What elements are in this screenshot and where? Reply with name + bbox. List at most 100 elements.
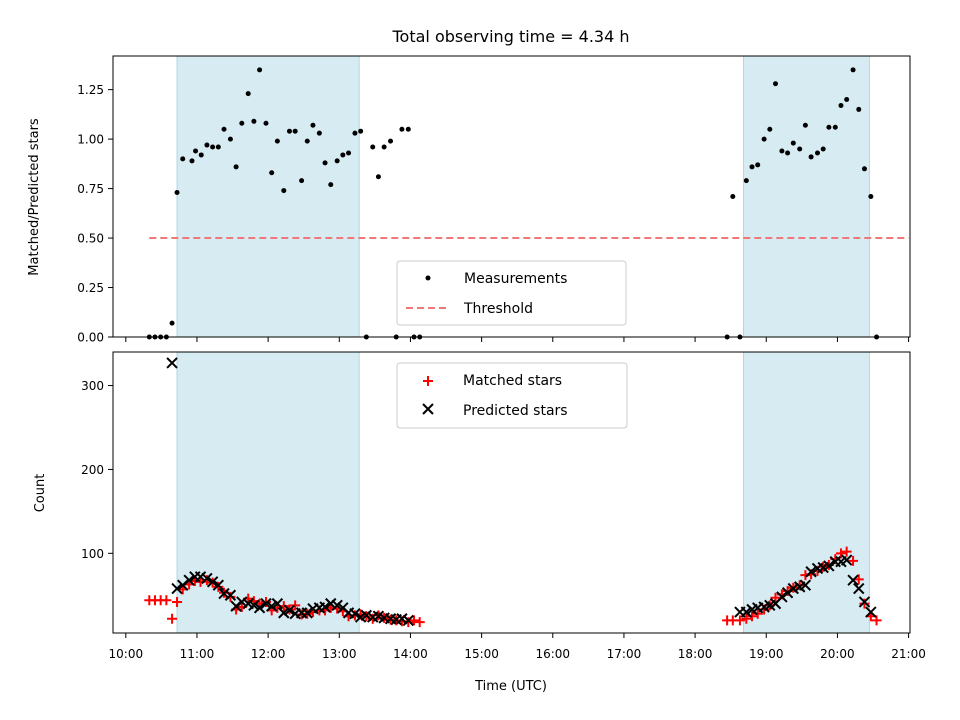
observing-interval [743,56,870,337]
measurement-point [785,150,791,156]
measurement-point [221,126,227,132]
measurement-point [269,170,275,176]
predicted-star-point [847,574,859,586]
predicted-star-point [248,599,260,612]
measurement-point [868,194,874,199]
matched-star-point [167,613,178,624]
measurement-point [861,166,867,172]
measurement-point [310,122,316,128]
matched-star-point [871,615,882,626]
matched-star-point [835,548,846,559]
matched-star-point [747,611,758,622]
matched-star-point [414,617,425,628]
matched-star-point [172,596,183,607]
measurement-point [779,148,785,154]
bottom-panel-axes: 100 200 300 10:00 11:00 12:00 13:00 14:00 15:00 1… [81,379,926,661]
predicted-star-point [331,599,343,612]
predicted-star-point [396,613,408,625]
predicted-star-point [781,587,794,599]
bottom-x-tick-label: 20:00 [820,647,855,661]
predicted-star-point [212,579,225,591]
measurement-point [340,152,346,158]
measurement-point [808,154,814,160]
bottom-x-tick-label: 13:00 [322,647,357,661]
measurement-point [322,160,328,166]
bottom-y-tick-label: 300 [81,379,104,393]
predicted-star-point [319,601,331,613]
top-legend: Measurements Threshold [396,260,627,326]
predicted-star-point [360,609,373,622]
predicted-star-point [283,604,296,617]
matched-star-point [213,581,224,592]
measurement-point [755,162,761,168]
measurement-point [832,124,838,130]
measurement-point [328,182,334,188]
measurement-point [743,178,749,184]
bottom-legend: Matched stars Predicted stars [396,362,628,429]
top-y-tick-label: 0.75 [77,182,104,196]
measurement-point [245,91,251,97]
legend-measurements-label: Measurements [464,271,567,287]
measurement-point [381,144,387,150]
predicted-star-point [865,606,877,618]
predicted-star-point [194,571,207,583]
measurement-point [388,138,394,144]
predicted-star-point [840,554,853,566]
measurement-point [844,97,850,103]
matched-star-point [752,608,763,619]
measurement-point [749,164,755,170]
measurement-point [370,144,376,150]
predicted-star-point [853,582,865,595]
legend-matched-marker [423,376,433,386]
predicted-star-point [236,596,248,608]
measurement-point [802,122,808,128]
measurement-point [251,118,257,124]
top-y-tick-label: 0.50 [77,232,104,246]
measurement-point [180,156,186,162]
bottom-y-tick-label: 200 [81,463,104,477]
predicted-star-point [171,582,183,595]
predicted-star-point [206,576,219,588]
measurement-point [316,130,322,136]
matched-star-point [848,555,859,566]
bottom-x-tick-label: 10:00 [109,647,144,661]
measurement-point [773,81,779,87]
top-panel-background [176,56,870,337]
bottom-x-tick-label: 21:00 [891,647,926,661]
measurement-point [761,136,767,142]
measurement-point [292,128,298,134]
measurement-point [352,130,358,136]
bottom-ylabel: Count [33,474,48,513]
measurement-point [838,102,844,108]
measurement-point [263,120,269,126]
matched-star-point [741,613,752,624]
measurement-point [304,138,310,144]
predicted-star-point [805,566,817,578]
predicted-star-point [799,579,812,591]
matched-star-point [161,595,172,606]
predicted-star-point [224,589,237,601]
top-y-tick-label: 1.25 [77,83,104,97]
predicted-star-point [349,607,361,620]
top-legend-box [396,260,627,326]
predicted-star-point [278,607,290,619]
legend-predicted-label: Predicted stars [463,403,568,419]
top-panel-marks [146,67,880,340]
predicted-star-point [787,582,800,595]
predicted-star-point [218,587,230,600]
bottom-panel-frame [112,351,911,634]
predicted-star-point [166,357,178,369]
predicted-star-point [230,600,242,612]
matched-star-point [734,615,745,626]
measurement-point [790,140,796,146]
predicted-star-point [260,597,272,610]
chart-title: Total observing time = 4.34 h [391,27,629,46]
measurement-point [730,194,736,199]
measurement-point [193,148,199,154]
measurement-point [299,178,305,184]
observing-interval [743,352,870,633]
matched-star-point [770,592,781,603]
top-panel-axes: 0.00 0.25 0.50 0.75 1.00 1.25 [77,83,910,345]
measurement-point [358,128,364,134]
measurement-point [826,124,832,130]
